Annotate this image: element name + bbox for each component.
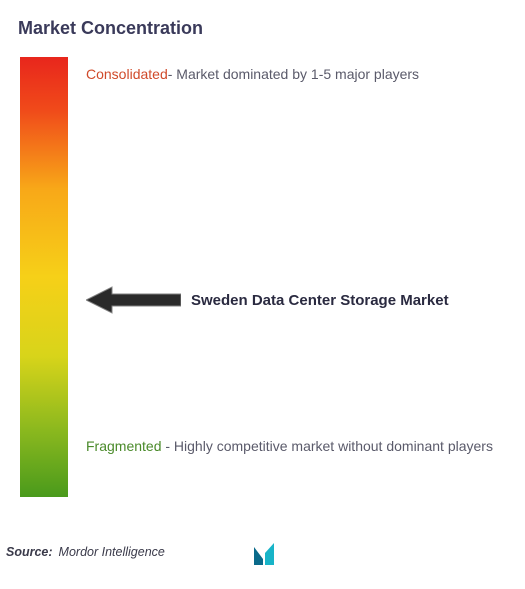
arrow-left-icon [86, 285, 181, 315]
chart-title: Market Concentration [18, 18, 505, 39]
consolidated-label: Consolidated- Market dominated by 1-5 ma… [86, 65, 495, 85]
mordor-logo-icon [250, 541, 290, 569]
consolidated-term: Consolidated [86, 66, 168, 82]
gradient-bar [20, 57, 68, 497]
market-name: Sweden Data Center Storage Market [191, 292, 449, 309]
source-attribution: Source: Mordor Intelligence [6, 545, 165, 559]
scale-labels: Consolidated- Market dominated by 1-5 ma… [86, 57, 505, 497]
source-value: Mordor Intelligence [59, 545, 165, 559]
market-pointer: Sweden Data Center Storage Market [86, 285, 449, 315]
fragmented-term: Fragmented [86, 438, 161, 454]
concentration-scale: Consolidated- Market dominated by 1-5 ma… [20, 57, 505, 497]
consolidated-desc: - Market dominated by 1-5 major players [168, 66, 419, 82]
fragmented-desc: - Highly competitive market without domi… [161, 438, 492, 454]
fragmented-label: Fragmented - Highly competitive market w… [86, 435, 495, 459]
source-label: Source: [6, 545, 53, 559]
